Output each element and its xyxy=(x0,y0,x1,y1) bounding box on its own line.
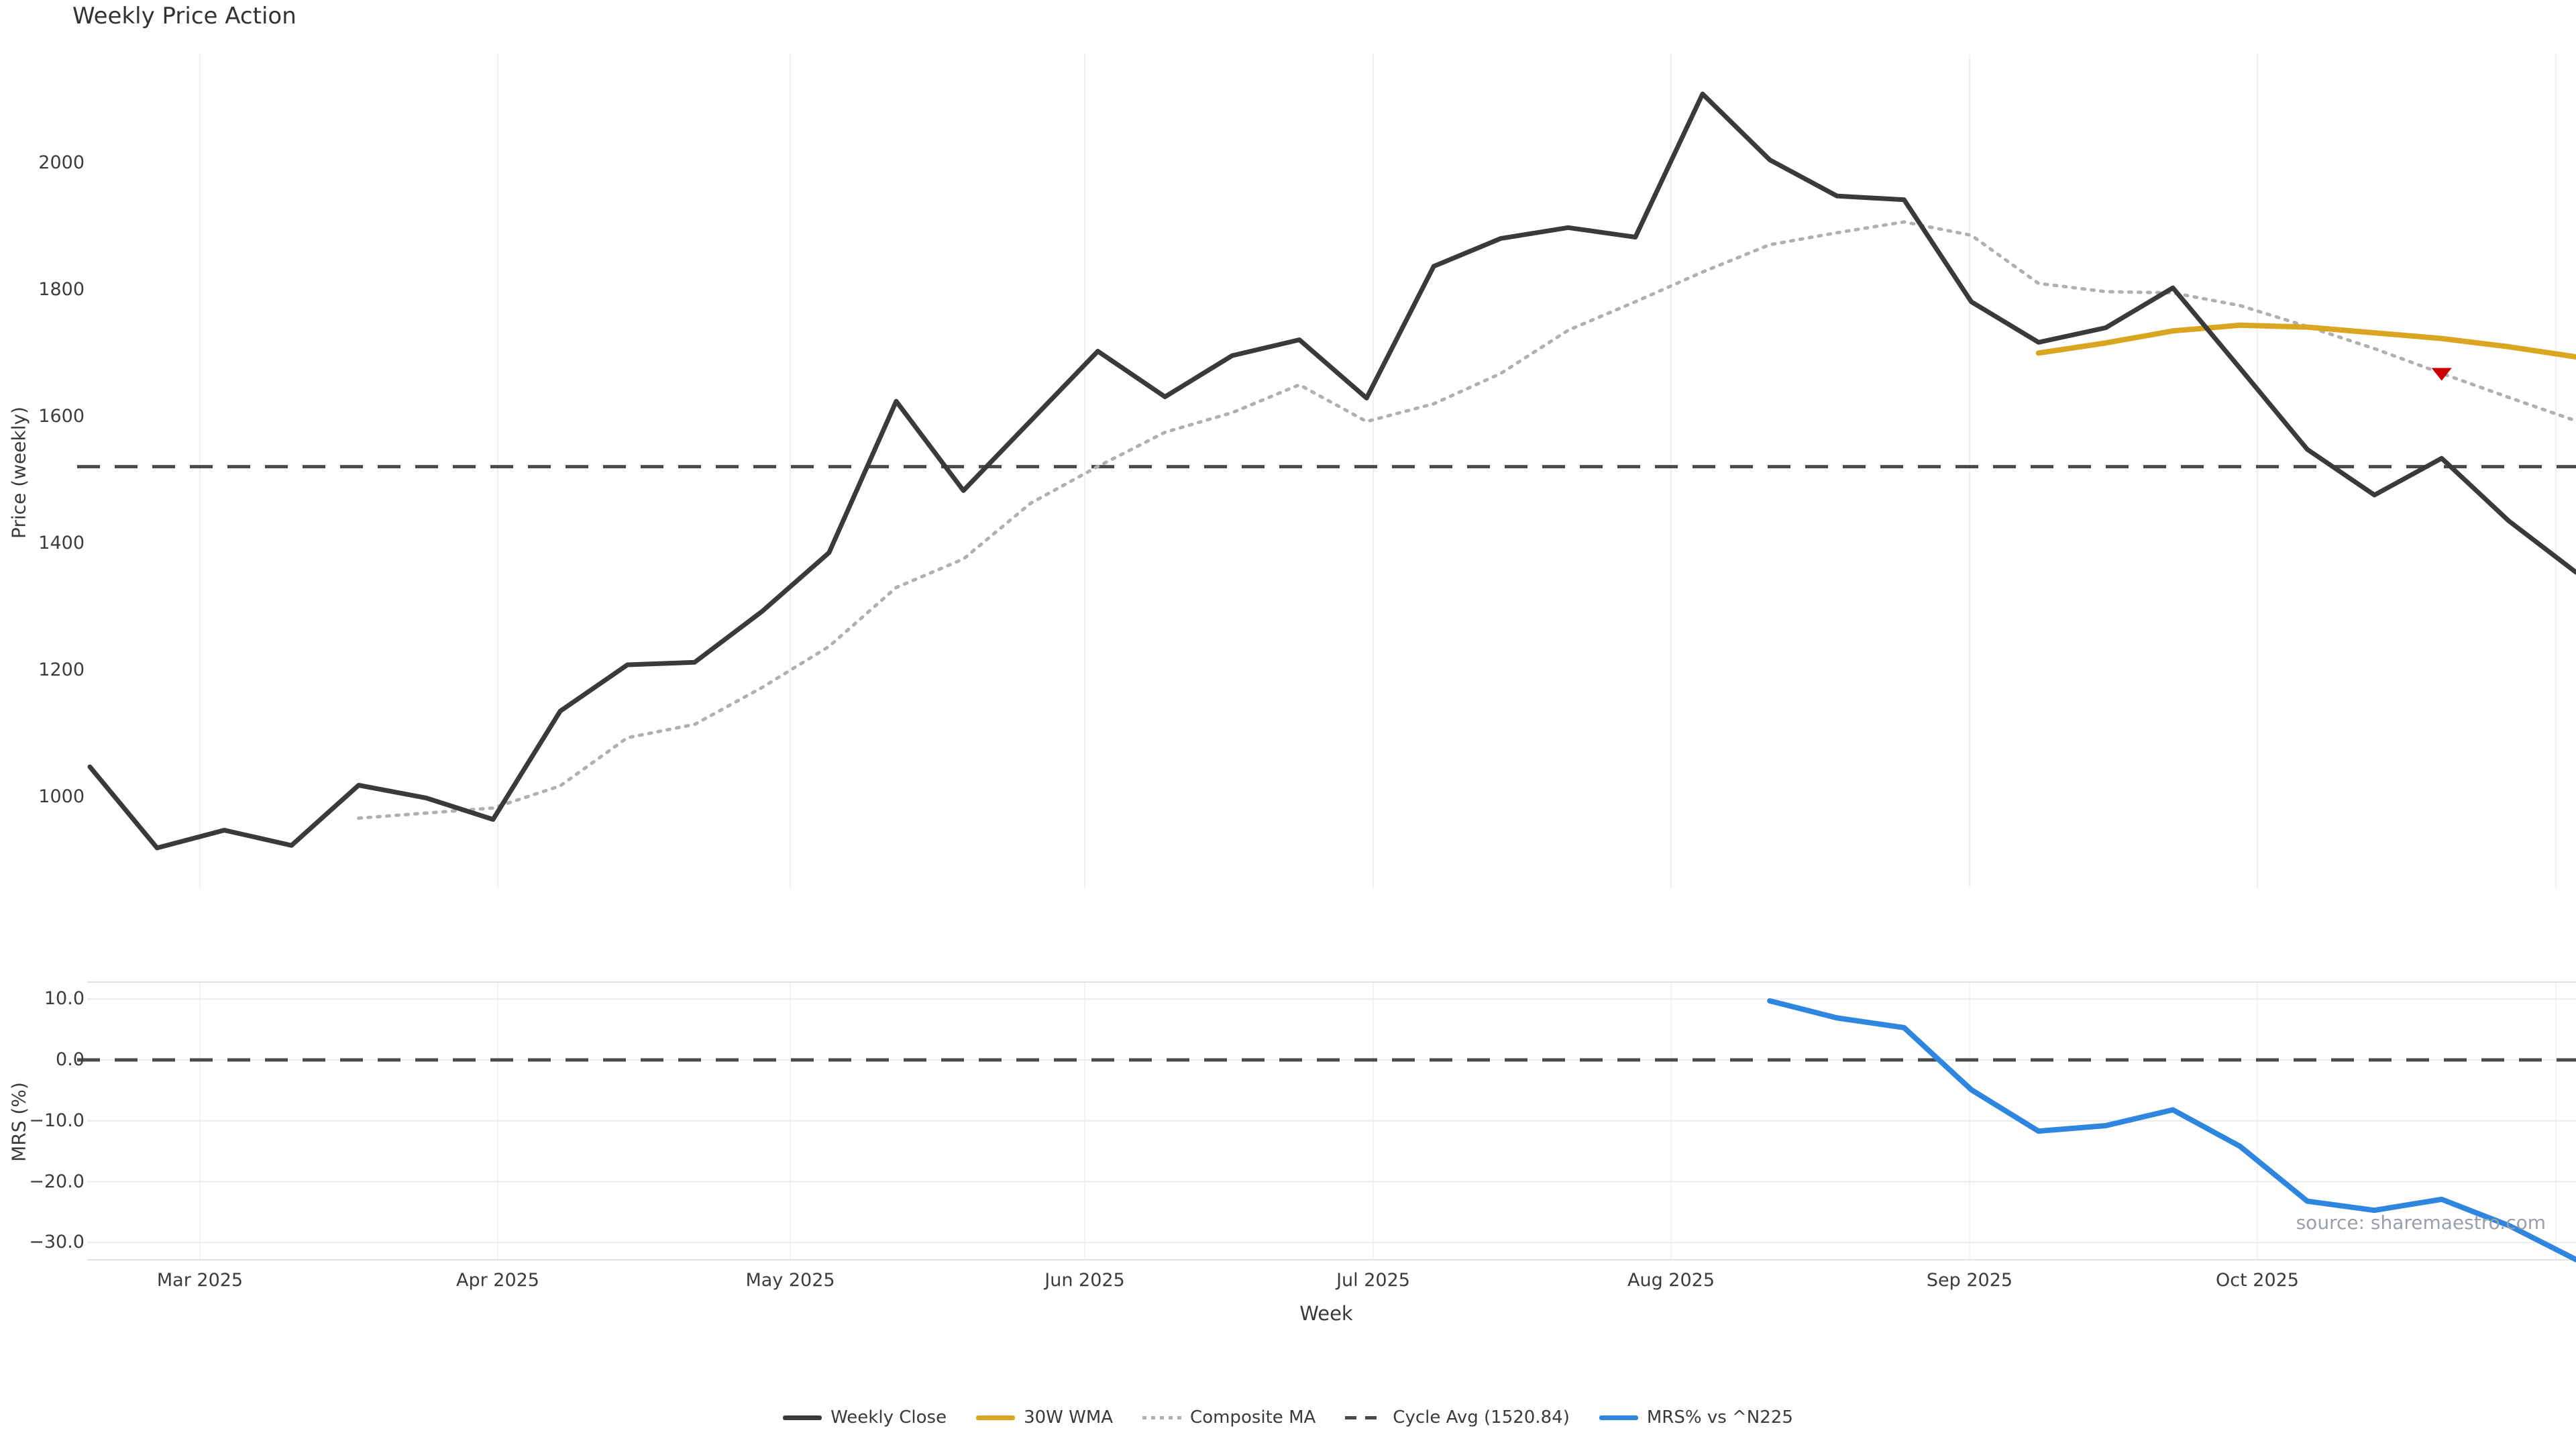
price-ytick-label: 1800 xyxy=(38,278,85,300)
weekly-close-line xyxy=(87,91,2576,851)
legend-item: Composite MA xyxy=(1142,1407,1316,1428)
legend-swatch-solid-icon xyxy=(783,1415,822,1420)
source-credit: source: sharemaestro.com xyxy=(2296,1212,2546,1234)
price-ytick-label: 1200 xyxy=(38,659,85,680)
month-tick-label: Apr 2025 xyxy=(455,1270,539,1291)
mrs-ytick-label: 0.0 xyxy=(56,1049,85,1070)
legend-label: Composite MA xyxy=(1190,1407,1316,1428)
price-ytick-label: 1400 xyxy=(38,532,85,553)
month-tick-label: Jul 2025 xyxy=(1336,1270,1410,1291)
month-tick-label: Jun 2025 xyxy=(1044,1270,1125,1291)
legend-swatch-dotted-icon xyxy=(1142,1415,1182,1419)
legend-item: MRS% vs ^N225 xyxy=(1599,1407,1793,1428)
composite-ma-line xyxy=(357,220,2576,820)
legend-item: 30W WMA xyxy=(976,1407,1113,1428)
legend-label: 30W WMA xyxy=(1024,1407,1114,1428)
price-ytick-label: 2000 xyxy=(38,152,85,173)
legend-swatch-dashed-icon xyxy=(1345,1415,1385,1419)
legend: Weekly Close 30W WMA Composite MA Cycle Avg… xyxy=(0,1407,2576,1428)
mrs-ytick-label: 10.0 xyxy=(44,988,85,1010)
legend-label: Weekly Close xyxy=(830,1407,947,1428)
price-ytick-label: 1000 xyxy=(38,786,85,807)
x-axis-label: Week xyxy=(1299,1302,1353,1325)
price-axis-label: Price (weekly) xyxy=(7,407,30,539)
sell-signal-marker-icon xyxy=(2431,368,2452,381)
month-tick-label: Mar 2025 xyxy=(156,1270,244,1291)
legend-swatch-solid-icon xyxy=(976,1415,1016,1420)
wma-30w-line xyxy=(2035,322,2576,360)
month-tick-label: Aug 2025 xyxy=(1627,1270,1715,1291)
month-tick-label: Sep 2025 xyxy=(1926,1270,2013,1291)
legend-label: MRS% vs ^N225 xyxy=(1646,1407,1793,1428)
legend-item: Weekly Close xyxy=(783,1407,947,1428)
mrs-ytick-label: −20.0 xyxy=(29,1171,85,1192)
legend-item: Cycle Avg (1520.84) xyxy=(1345,1407,1570,1428)
legend-label: Cycle Avg (1520.84) xyxy=(1393,1407,1570,1428)
mrs-ytick-label: −10.0 xyxy=(29,1110,85,1131)
price-ytick-label: 1600 xyxy=(38,405,85,427)
month-tick-label: Oct 2025 xyxy=(2216,1270,2299,1291)
legend-swatch-solid-icon xyxy=(1599,1415,1638,1420)
mrs-ytick-label: −30.0 xyxy=(29,1232,85,1253)
chart-title: Weekly Price Action xyxy=(72,3,297,30)
mrs-line xyxy=(1767,998,2576,1263)
month-tick-label: May 2025 xyxy=(745,1270,835,1291)
